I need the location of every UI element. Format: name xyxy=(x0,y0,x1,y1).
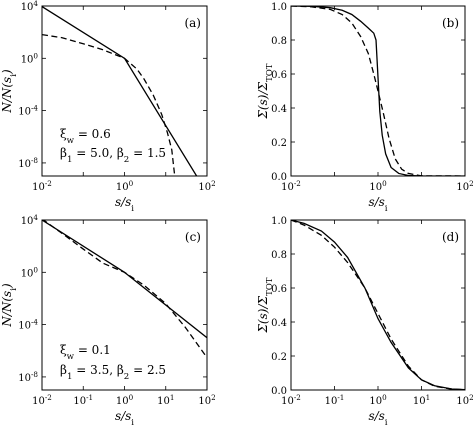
panel-d-solid-line xyxy=(291,220,465,390)
panel-c-xtick-label: 10-1​ xyxy=(73,393,93,408)
panel-c-xtick-label: 10-2​ xyxy=(32,393,52,408)
panel-b: 10-2​ 100​ 102​ 0.0 0.2 0.4 0.6 0.8 1.0 s/si​ Σ(s)… xyxy=(256,2,474,214)
panel-a-dashed-line xyxy=(42,33,176,176)
panel-d: 10-2​ 10-1​ 100​ 101​ 102​ 0.0 0.2 0.4 0.6 0.8 1.0… xyxy=(256,216,474,426)
panel-d-ytick-label: 0.0 xyxy=(271,386,287,397)
panel-a-label: (a) xyxy=(184,16,201,30)
panel-d-dashed-line xyxy=(291,220,465,390)
panel-a-y-axis-label: N/N(si​) xyxy=(0,69,19,114)
panel-b-ytick-label: 0.4 xyxy=(271,104,287,115)
panel-d-xtick-label: 102​ xyxy=(456,393,473,408)
panel-a-annotation: ξw​ = 0.6 xyxy=(60,127,111,146)
panel-a-ytick-label: 10-8​ xyxy=(18,155,38,170)
panel-b-solid-line xyxy=(291,6,465,176)
panel-d-xtick-label: 100​ xyxy=(369,393,387,408)
panel-c: 10-2​ 10-1​ 100​ 101​ 102​ 10-8​ 10-4​ 100​ 104​… xyxy=(0,213,216,426)
panel-a-xtick-label: 102​ xyxy=(198,179,215,194)
panel-d-ytick-label: 0.8 xyxy=(271,250,287,261)
panel-d-y-axis-label: Σ(s)/ΣTOT​ xyxy=(256,277,275,333)
panel-c-ytick-label: 104​ xyxy=(21,213,39,228)
panel-b-ytick-label: 0.2 xyxy=(271,138,287,149)
panel-c-x-axis-label: s/si​ xyxy=(115,409,134,426)
panel-a-annotation: β1​ = 5.0, β2​ = 1.5 xyxy=(60,146,166,165)
panel-a-ytick-label: 104​ xyxy=(21,0,39,13)
panel-d-ytick-label: 1.0 xyxy=(271,216,287,227)
panel-c-ytick-label: 10-4​ xyxy=(18,317,38,332)
panel-b-ytick-label: 0.0 xyxy=(271,172,287,183)
panel-d-x-axis-label: s/si​ xyxy=(368,409,387,426)
panel-c-xtick-label: 102​ xyxy=(198,393,215,408)
panel-a-ytick-label: 100​ xyxy=(21,51,39,66)
panel-c-solid-line xyxy=(42,220,207,339)
panel-d-axes-frame xyxy=(290,219,466,391)
panel-a-xtick-label: 100​ xyxy=(116,179,134,194)
panel-d-ytick-label: 0.4 xyxy=(271,318,287,329)
panel-b-x-axis-label: s/si​ xyxy=(368,195,387,214)
panel-a-ytick-label: 10-4​ xyxy=(18,103,38,118)
panel-b-label: (b) xyxy=(442,16,459,30)
panel-a-x-axis-label: s/si​ xyxy=(115,195,134,214)
panel-b-y-axis-label: Σ(s)/ΣTOT​ xyxy=(256,63,275,119)
panel-c-annotation: β1​ = 3.5, β2​ = 2.5 xyxy=(60,363,166,382)
panel-c-ytick-label: 100​ xyxy=(21,265,39,280)
panel-d-label: (d) xyxy=(442,230,459,244)
panel-d-ytick-label: 0.2 xyxy=(271,352,287,363)
panel-b-xtick-label: 100​ xyxy=(369,179,387,194)
panel-d-ytick-label: 0.6 xyxy=(271,284,287,295)
panel-b-xtick-label: 10-2​ xyxy=(281,179,301,194)
panel-b-ytick-label: 0.6 xyxy=(271,70,287,81)
panel-b-xtick-label: 102​ xyxy=(456,179,473,194)
panel-c-annotation: ξw​ = 0.1 xyxy=(60,343,111,362)
panel-c-dashed-line xyxy=(42,220,207,358)
panel-d-xtick-label: 10-1​ xyxy=(325,393,345,408)
panel-b-dashed-line xyxy=(291,6,465,176)
panel-b-ytick-label: 1.0 xyxy=(271,2,287,13)
panel-c-label: (c) xyxy=(185,230,201,244)
panel-a-xtick-label: 10-2​ xyxy=(32,179,52,194)
panel-c-xtick-label: 101​ xyxy=(157,393,174,408)
panel-b-ytick-label: 0.8 xyxy=(271,36,287,47)
panel-d-xtick-label: 101​ xyxy=(413,393,430,408)
panel-c-y-axis-label: N/N(si​) xyxy=(0,283,19,328)
panel-c-ytick-label: 10-8​ xyxy=(18,369,38,384)
panel-a: 10-2​ 100​ 102​ 10-8​ 10-4​ 100​ 104​ s/si​ N/N(… xyxy=(0,0,216,214)
panel-d-xtick-label: 10-2​ xyxy=(281,393,301,408)
panel-c-xtick-label: 100​ xyxy=(116,393,134,408)
